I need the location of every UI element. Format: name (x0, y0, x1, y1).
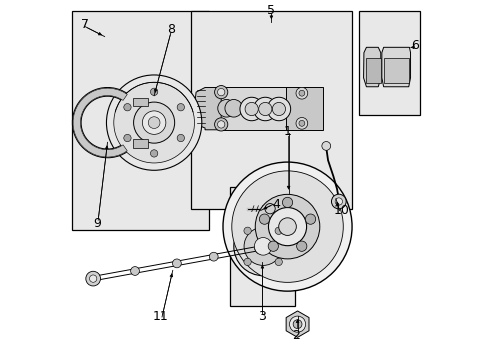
Circle shape (264, 203, 275, 214)
Circle shape (267, 241, 278, 251)
Polygon shape (381, 47, 410, 87)
Circle shape (224, 99, 242, 117)
Polygon shape (133, 98, 147, 107)
Circle shape (86, 271, 101, 286)
Text: 6: 6 (410, 39, 418, 52)
Bar (285, 87, 323, 130)
Circle shape (274, 227, 282, 234)
Circle shape (258, 102, 271, 116)
Polygon shape (194, 87, 221, 130)
Circle shape (209, 252, 218, 261)
Circle shape (268, 208, 306, 246)
Bar (72, 12, 208, 230)
Circle shape (106, 75, 202, 170)
Circle shape (89, 275, 97, 282)
Circle shape (217, 99, 235, 117)
Circle shape (334, 198, 342, 205)
Circle shape (214, 86, 227, 99)
Circle shape (123, 134, 131, 142)
Circle shape (130, 267, 139, 275)
Circle shape (274, 258, 282, 266)
Text: 10: 10 (333, 204, 348, 217)
Circle shape (244, 258, 251, 266)
Polygon shape (363, 47, 380, 87)
Polygon shape (133, 139, 147, 148)
Circle shape (244, 102, 258, 116)
Circle shape (133, 102, 174, 143)
Circle shape (254, 242, 266, 254)
Circle shape (233, 217, 292, 276)
Circle shape (295, 87, 307, 99)
Circle shape (259, 214, 269, 224)
Circle shape (123, 104, 131, 111)
Circle shape (255, 194, 319, 259)
Circle shape (289, 316, 305, 332)
Circle shape (214, 118, 227, 131)
Circle shape (295, 117, 307, 129)
Circle shape (177, 104, 184, 111)
Circle shape (253, 97, 277, 121)
Polygon shape (383, 58, 408, 83)
Circle shape (331, 194, 346, 209)
Circle shape (142, 111, 165, 134)
Circle shape (278, 218, 296, 235)
Circle shape (321, 141, 330, 150)
Text: 1: 1 (283, 125, 291, 138)
Circle shape (150, 150, 158, 157)
Polygon shape (366, 58, 380, 83)
Circle shape (231, 171, 343, 282)
Polygon shape (73, 88, 127, 157)
Circle shape (217, 89, 224, 96)
Circle shape (240, 97, 263, 121)
Text: 7: 7 (81, 18, 89, 31)
Circle shape (223, 162, 351, 291)
Text: 8: 8 (166, 23, 175, 36)
Circle shape (217, 121, 224, 128)
Circle shape (298, 90, 304, 96)
Text: 4: 4 (272, 198, 280, 211)
Circle shape (172, 259, 181, 268)
Circle shape (296, 241, 306, 251)
Text: 11: 11 (152, 310, 168, 323)
Text: 9: 9 (93, 216, 101, 230)
Circle shape (114, 82, 194, 163)
Circle shape (150, 88, 158, 95)
Circle shape (244, 227, 251, 234)
Circle shape (282, 197, 292, 208)
Polygon shape (285, 311, 308, 337)
Circle shape (244, 227, 282, 265)
Circle shape (293, 320, 302, 329)
Text: 2: 2 (292, 329, 300, 342)
Circle shape (272, 102, 285, 116)
Circle shape (266, 97, 290, 121)
Circle shape (305, 214, 315, 224)
Circle shape (177, 134, 184, 142)
Text: 5: 5 (267, 4, 275, 17)
Circle shape (298, 120, 304, 126)
Bar (359, 12, 419, 116)
Bar (190, 12, 351, 209)
Bar (219, 87, 287, 130)
Text: 3: 3 (258, 310, 266, 323)
Bar (230, 187, 294, 306)
Circle shape (148, 117, 160, 129)
Circle shape (254, 238, 271, 255)
Polygon shape (72, 87, 132, 158)
